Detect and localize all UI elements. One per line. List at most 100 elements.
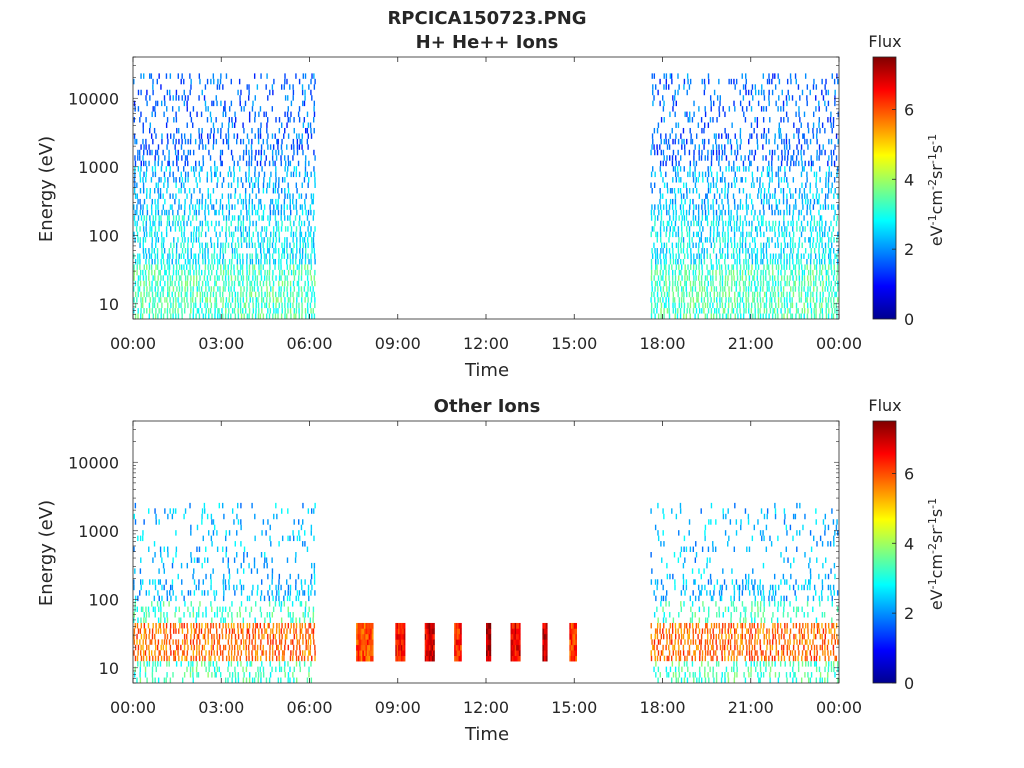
flux-cell [786,209,788,216]
flux-cell [678,661,680,667]
flux-cell [151,209,153,216]
flux-cell [187,171,189,178]
flux-cell [663,612,665,618]
flux-cell [653,639,656,645]
flux-cell [760,231,762,238]
flux-cell [136,606,139,613]
flux-cell [143,73,145,79]
flux-cell [167,253,169,259]
flux-cell [161,133,163,139]
flux-cell [691,622,694,629]
flux-cell [225,655,228,662]
flux-cell [730,297,732,303]
flux-cell [248,242,251,249]
flux-cell [771,155,773,161]
flux-cell [301,297,303,303]
flux-cell [707,269,709,276]
flux-cell [252,264,254,270]
flux-cell [223,573,225,580]
flux-cell [233,133,235,139]
flux-cell [292,253,294,259]
flux-cell [722,106,724,112]
flux-cell [799,226,801,232]
flux-cell [819,269,821,276]
flux-cell [666,308,669,314]
flux-cell [780,269,782,276]
flux-cell [137,650,139,656]
flux-cell [223,106,225,112]
flux-cell [171,579,174,585]
flux-cell [216,666,219,673]
flux-cell [669,198,672,205]
flux-cell [251,655,254,662]
flux-cell [250,160,253,167]
flux-cell [298,117,301,123]
spectrogram-data [133,73,839,319]
flux-cell [280,617,283,623]
flux-cell [785,111,788,118]
flux-cell [818,198,820,205]
flux-cell [290,100,293,107]
flux-cell [277,220,279,227]
flux-cell [690,133,692,139]
flux-cell [304,622,307,629]
flux-cell [145,171,147,178]
flux-cell [725,269,727,276]
flux-cell [665,302,667,309]
flux-cell [773,286,776,292]
flux-cell [704,111,707,118]
flux-cell [281,535,284,542]
flux-cell [299,622,301,629]
flux-cell [836,215,839,221]
flux-cell [186,633,188,640]
flux-cell [184,188,186,194]
flux-cell [697,177,699,183]
flux-cell [690,297,692,303]
flux-cell [204,100,207,107]
flux-cell [218,220,220,227]
flux-cell [218,633,221,640]
flux-cell [248,633,251,640]
flux-cell [830,138,833,145]
flux-cell [143,661,145,667]
flux-cell [140,606,143,613]
flux-cell [225,530,227,536]
flux-cell [665,275,667,281]
flux-cell [651,639,653,645]
flux-cell [778,133,781,139]
flux-cell [278,622,280,629]
flux-cell [748,231,750,238]
flux-cell [833,160,836,167]
flux-cell [674,313,676,319]
flux-cell [747,204,749,210]
flux-cell [687,78,689,85]
flux-cell [277,188,279,194]
flux-cell [230,149,233,156]
flux-cell [678,84,680,90]
x-tick-label: 09:00 [375,334,421,353]
flux-cell [221,149,224,156]
flux-cell [242,633,244,640]
flux-cell [768,204,771,210]
flux-cell [686,89,688,96]
flux-cell [295,302,298,309]
flux-cell [718,111,721,118]
flux-cell [815,291,818,298]
flux-cell [674,269,676,276]
flux-cell [788,231,791,238]
flux-cell [662,644,664,651]
flux-cell [275,666,277,673]
flux-cell [304,280,306,287]
flux-cell [813,308,815,314]
flux-cell [305,269,307,276]
flux-cell [249,286,251,292]
flux-cell [311,508,313,514]
flux-cell [142,606,144,613]
flux-cell [738,248,741,254]
flux-cell [266,286,268,292]
flux-cell [821,149,823,156]
flux-cell [715,237,718,243]
flux-cell [812,291,814,298]
flux-cell [260,231,262,238]
flux-cell [193,280,195,287]
